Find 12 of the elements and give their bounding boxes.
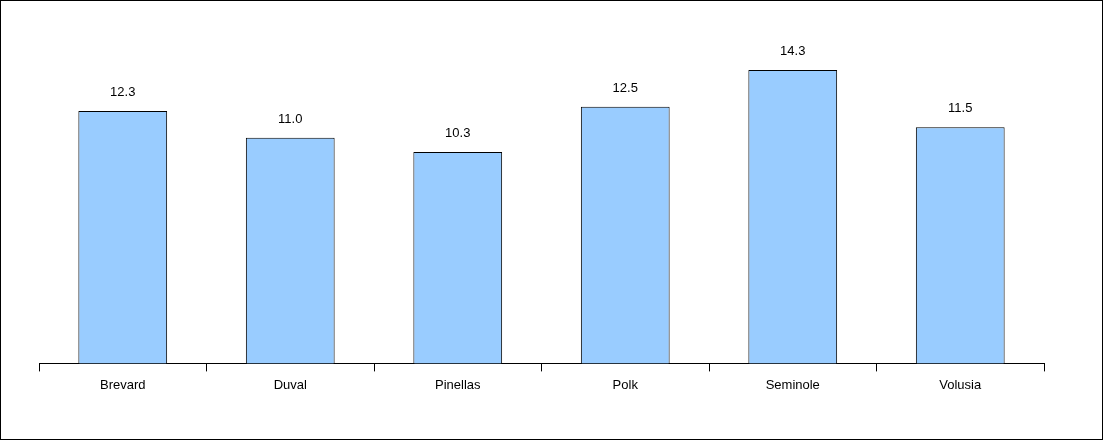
data-label: 14.3 xyxy=(780,42,806,58)
x-tick-label: Seminole xyxy=(765,376,820,392)
x-tick-label: Duval xyxy=(273,376,307,392)
x-tick-label: Volusia xyxy=(939,376,982,392)
data-label: 10.3 xyxy=(445,125,471,141)
data-label: 11.0 xyxy=(278,110,303,126)
x-tick-label: Pinellas xyxy=(434,376,482,392)
x-tick-label: Polk xyxy=(612,376,639,392)
data-label: 12.5 xyxy=(612,79,638,95)
data-label: 12.3 xyxy=(110,84,136,100)
x-tick-label: Brevard xyxy=(99,376,146,392)
data-label: 11.5 xyxy=(948,100,973,116)
